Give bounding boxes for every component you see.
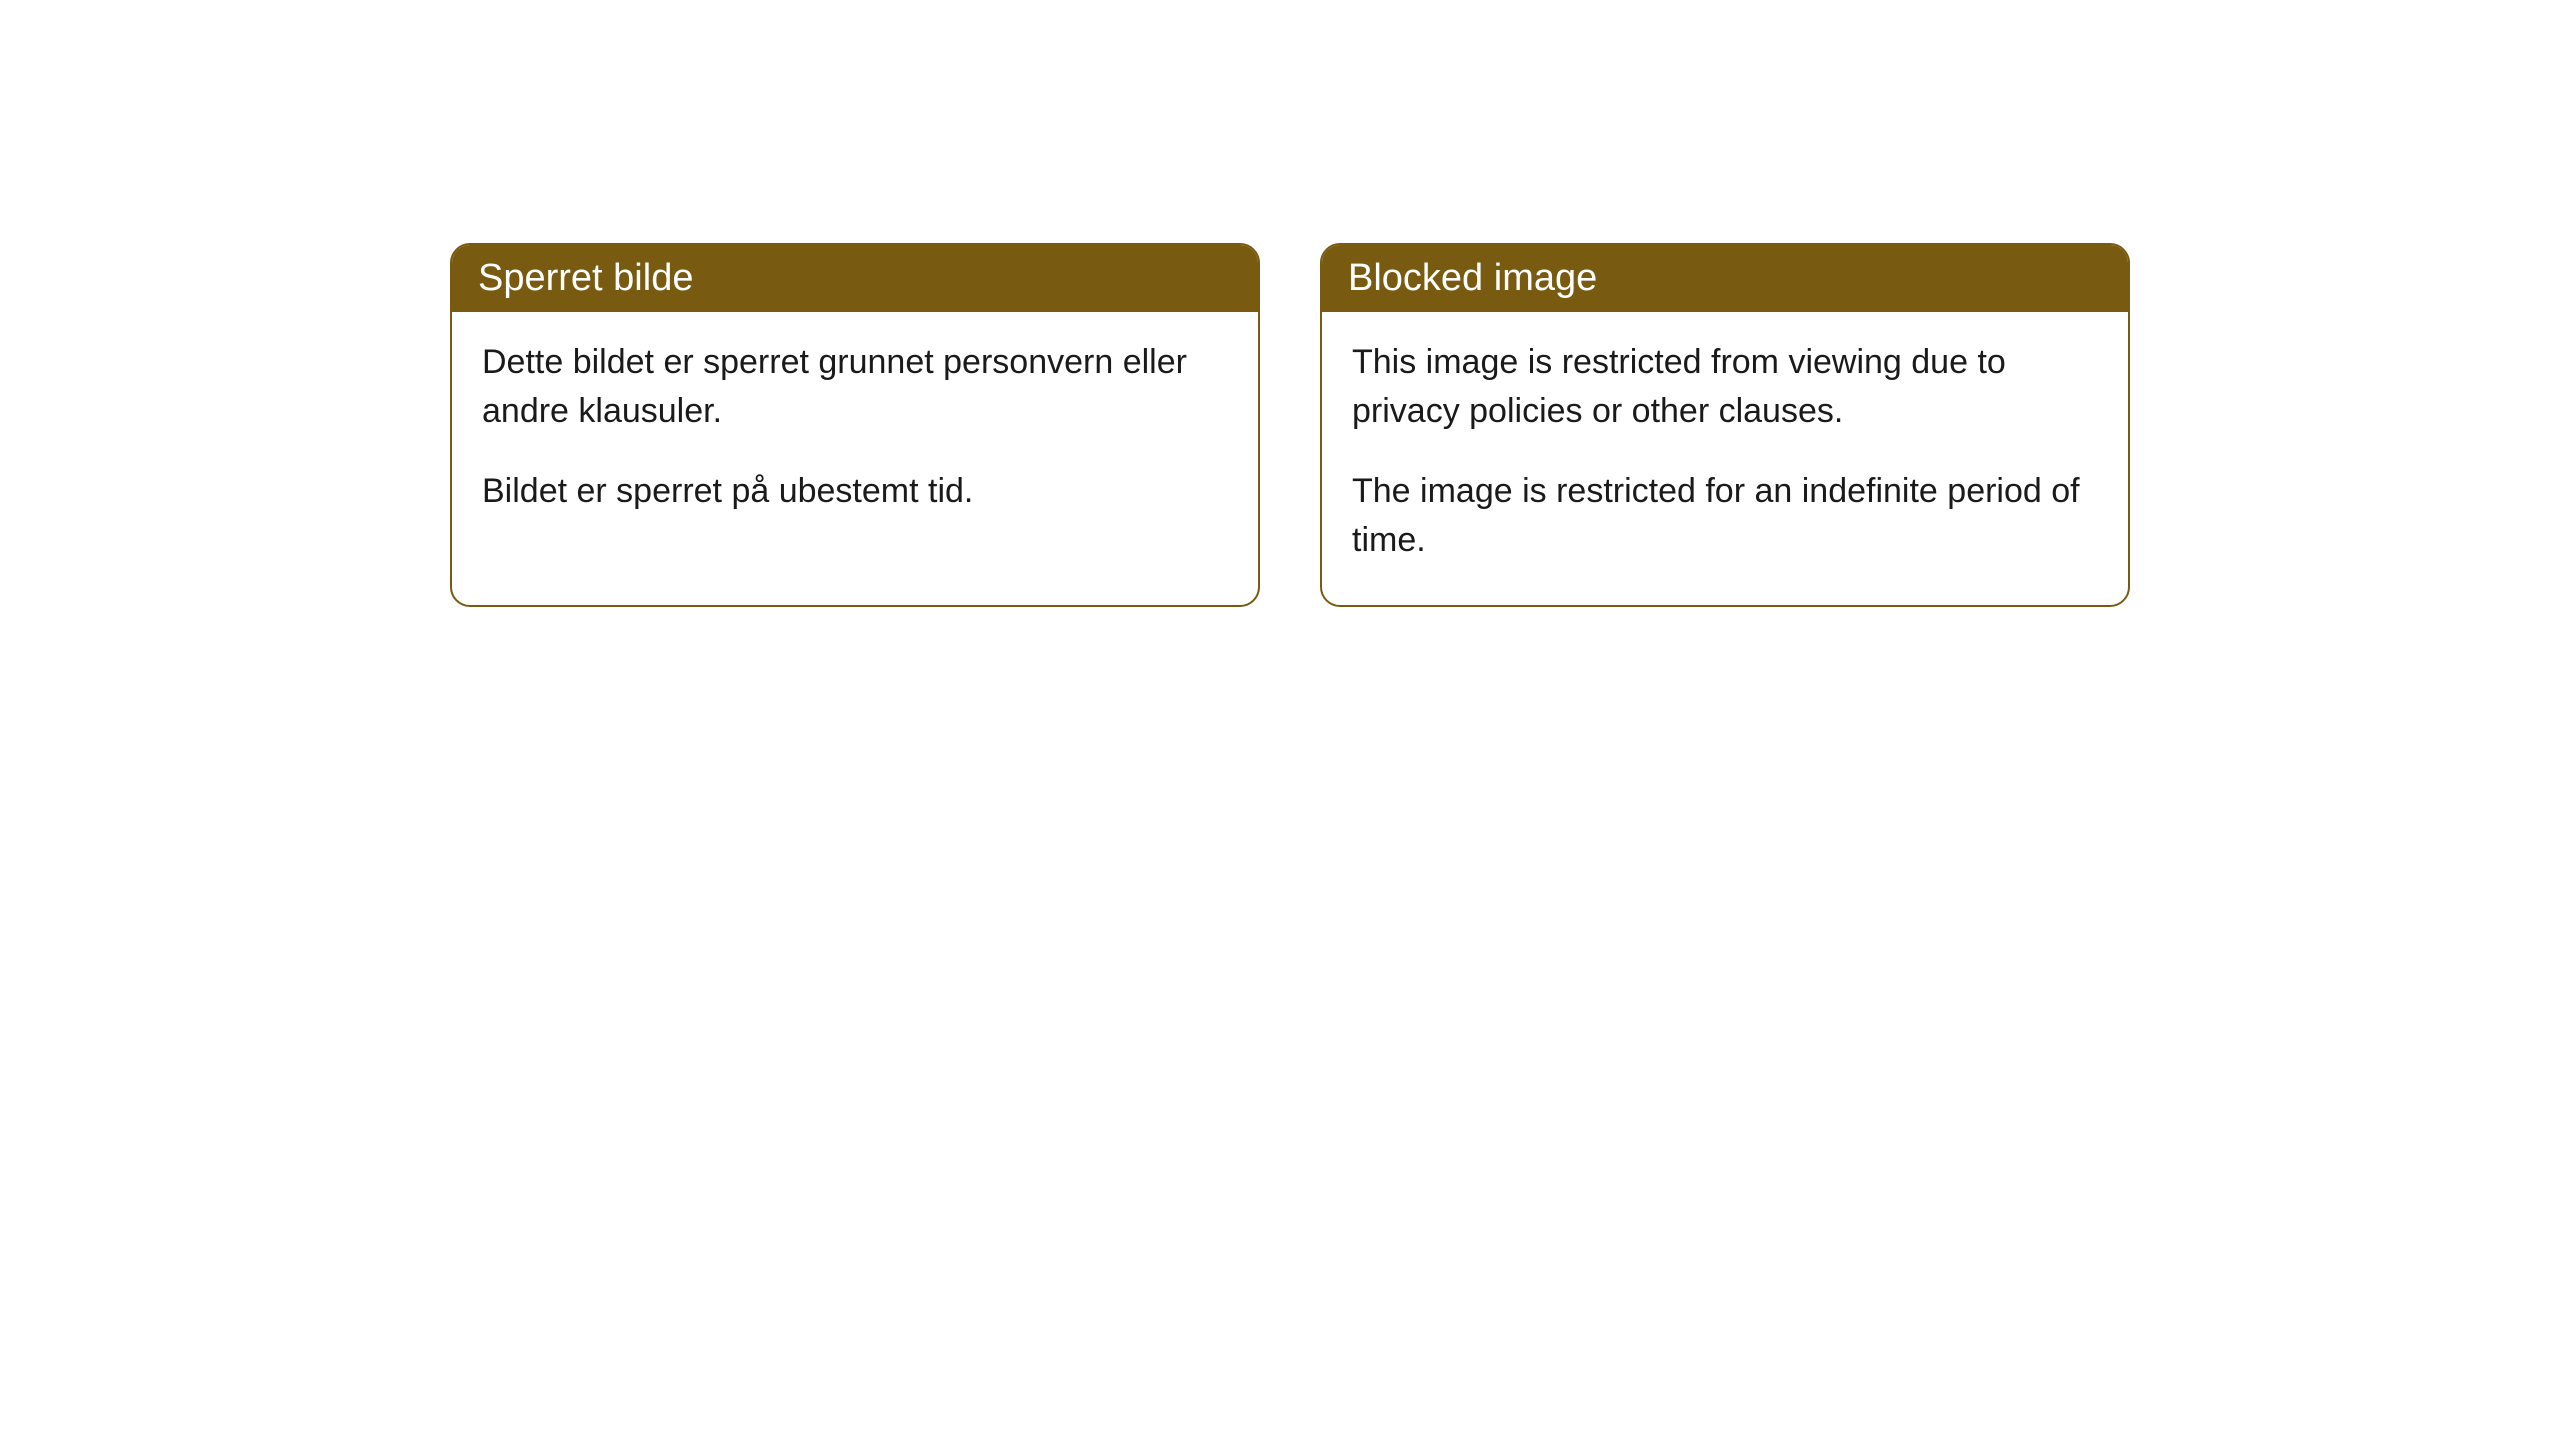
card-paragraph-english-2: The image is restricted for an indefinit… (1352, 467, 2098, 566)
card-paragraph-norwegian-1: Dette bildet er sperret grunnet personve… (482, 338, 1228, 437)
card-paragraph-english-1: This image is restricted from viewing du… (1352, 338, 2098, 437)
card-header-english: Blocked image (1322, 245, 2128, 312)
card-body-english: This image is restricted from viewing du… (1322, 312, 2128, 605)
notice-cards-container: Sperret bilde Dette bildet er sperret gr… (450, 243, 2130, 607)
notice-card-norwegian: Sperret bilde Dette bildet er sperret gr… (450, 243, 1260, 607)
card-title-norwegian: Sperret bilde (478, 257, 693, 299)
notice-card-english: Blocked image This image is restricted f… (1320, 243, 2130, 607)
card-paragraph-norwegian-2: Bildet er sperret på ubestemt tid. (482, 467, 1228, 516)
card-header-norwegian: Sperret bilde (452, 245, 1258, 312)
card-title-english: Blocked image (1348, 257, 1597, 299)
card-body-norwegian: Dette bildet er sperret grunnet personve… (452, 312, 1258, 556)
